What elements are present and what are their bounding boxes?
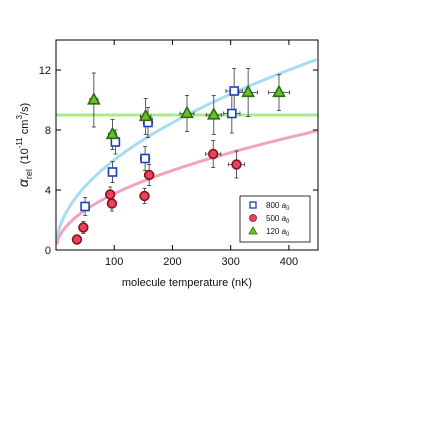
y-axis-subscript: rel xyxy=(24,169,34,179)
data-point-500 xyxy=(78,222,89,233)
data-point-120 xyxy=(272,84,286,98)
x-axis-title: molecule temperature (nK) xyxy=(122,277,252,289)
x-tick-label: 200 xyxy=(163,256,181,268)
y-axis-unit-mid: cm xyxy=(19,120,31,138)
data-markers xyxy=(71,84,286,245)
legend-label: 500 a0 xyxy=(266,214,290,225)
data-point-120 xyxy=(180,105,194,119)
data-point-800 xyxy=(140,153,150,164)
legend-item-500: 500 a0 xyxy=(249,214,290,225)
plot-frame xyxy=(55,39,319,251)
data-point-120 xyxy=(138,108,153,122)
data-point-800 xyxy=(80,201,90,212)
data-point-500 xyxy=(139,190,150,202)
x-tick-label: 300 xyxy=(221,256,239,268)
y-tick-label: 12 xyxy=(39,65,51,77)
legend-label: 800 a0 xyxy=(266,201,290,212)
data-point-500 xyxy=(143,169,155,181)
y-axis-title: αrel (10-11 cm3/s) xyxy=(15,103,34,187)
y-axis-symbol: α xyxy=(15,178,31,187)
data-point-500 xyxy=(104,189,116,200)
legend-item-120: 120 a0 xyxy=(248,226,290,238)
data-point-120 xyxy=(241,84,255,98)
data-point-800 xyxy=(229,86,239,96)
y-axis-unit-exponent2: 3 xyxy=(15,115,24,120)
legend-item-800: 800 a0 xyxy=(249,201,290,212)
y-tick-label: 0 xyxy=(45,245,51,257)
y-axis-unit-open: (10 xyxy=(19,148,31,164)
data-point-120 xyxy=(86,92,101,105)
data-point-120 xyxy=(206,107,221,120)
y-axis-unit-exponent: -11 xyxy=(15,137,24,149)
legend-marker xyxy=(248,226,258,235)
fit-curve-500 xyxy=(56,129,318,245)
y-tick-label: 8 xyxy=(45,125,51,137)
y-tick-label: 4 xyxy=(45,185,51,197)
legend-marker xyxy=(249,201,257,209)
legend-marker xyxy=(249,214,257,222)
data-point-500 xyxy=(71,234,83,245)
x-ticks: 100 200 300 400 xyxy=(105,40,298,268)
data-point-500 xyxy=(106,198,118,209)
data-point-800 xyxy=(110,137,121,147)
x-tick-label: 400 xyxy=(280,256,298,268)
data-point-800 xyxy=(107,167,118,177)
data-point-500 xyxy=(208,148,219,160)
data-point-800 xyxy=(227,108,237,119)
legend: 800 a0 500 a0 120 a0 xyxy=(239,195,311,243)
y-ticks: 0 4 8 12 xyxy=(39,65,318,257)
y-axis-unit-close: /s) xyxy=(19,103,31,115)
data-point-500 xyxy=(231,159,242,170)
data-point-120 xyxy=(105,126,120,140)
legend-label: 120 a0 xyxy=(266,227,290,238)
x-tick-label: 100 xyxy=(105,256,123,268)
